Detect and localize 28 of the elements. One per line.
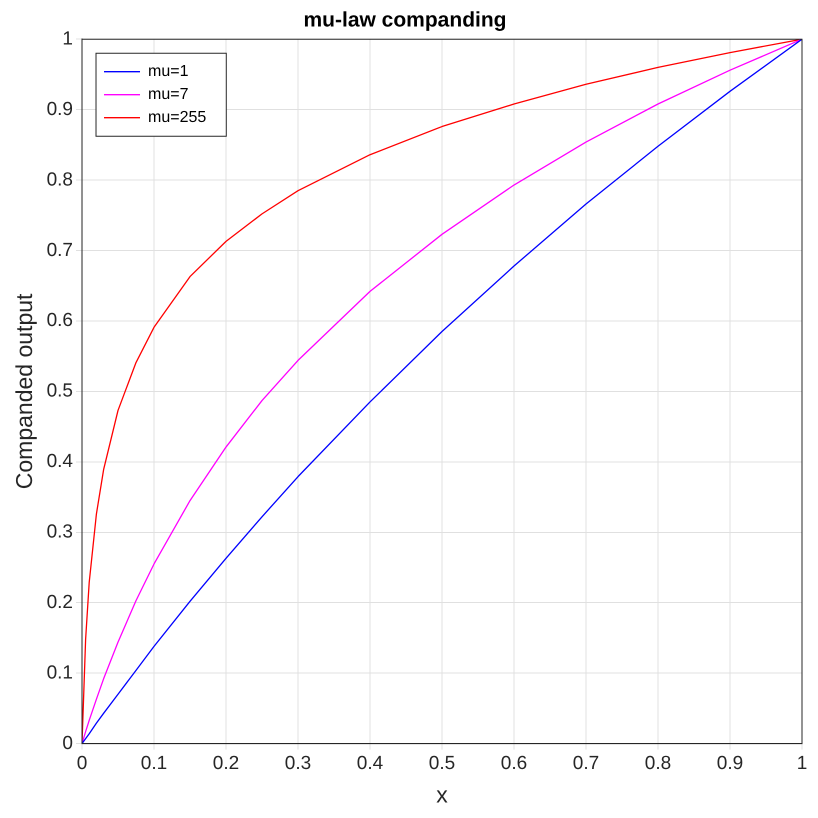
y-tick-label: 0.5 [46, 380, 74, 402]
x-tick-label: 0.9 [716, 753, 744, 774]
y-tick-label: 0.2 [46, 592, 74, 613]
y-tick-label: 0.4 [46, 451, 74, 472]
legend-label: mu=7 [148, 86, 189, 104]
x-tick-label: 0.2 [212, 753, 240, 774]
y-axis-title: Companded output [11, 292, 38, 490]
x-axis-title: x [436, 782, 448, 808]
y-tick-label: 0.3 [46, 522, 74, 543]
x-tick-label: 0.3 [284, 753, 312, 774]
x-tick-label: 0.1 [140, 753, 168, 774]
chart-title: mu-law companding [303, 8, 507, 32]
x-tick-label: 0 [76, 753, 88, 774]
legend-label: mu=255 [148, 109, 206, 126]
x-tick-label: 0.8 [644, 753, 672, 774]
y-tick-label: 0.9 [46, 98, 74, 120]
y-tick-label: 0 [62, 732, 74, 754]
y-tick-label: 0.6 [46, 310, 74, 332]
x-tick-label: 0.7 [572, 753, 600, 774]
y-tick-label: 0.8 [46, 169, 74, 190]
legend-label: mu=1 [148, 63, 189, 80]
x-tick-label: 0.5 [428, 753, 456, 774]
x-tick-label: 0.6 [500, 753, 528, 774]
y-tick-label: 0.7 [46, 240, 74, 261]
y-tick-label: 1 [62, 28, 74, 50]
x-tick-label: 1 [796, 753, 808, 774]
y-tick-label: 0.1 [46, 662, 74, 684]
x-tick-label: 0.4 [356, 753, 384, 774]
